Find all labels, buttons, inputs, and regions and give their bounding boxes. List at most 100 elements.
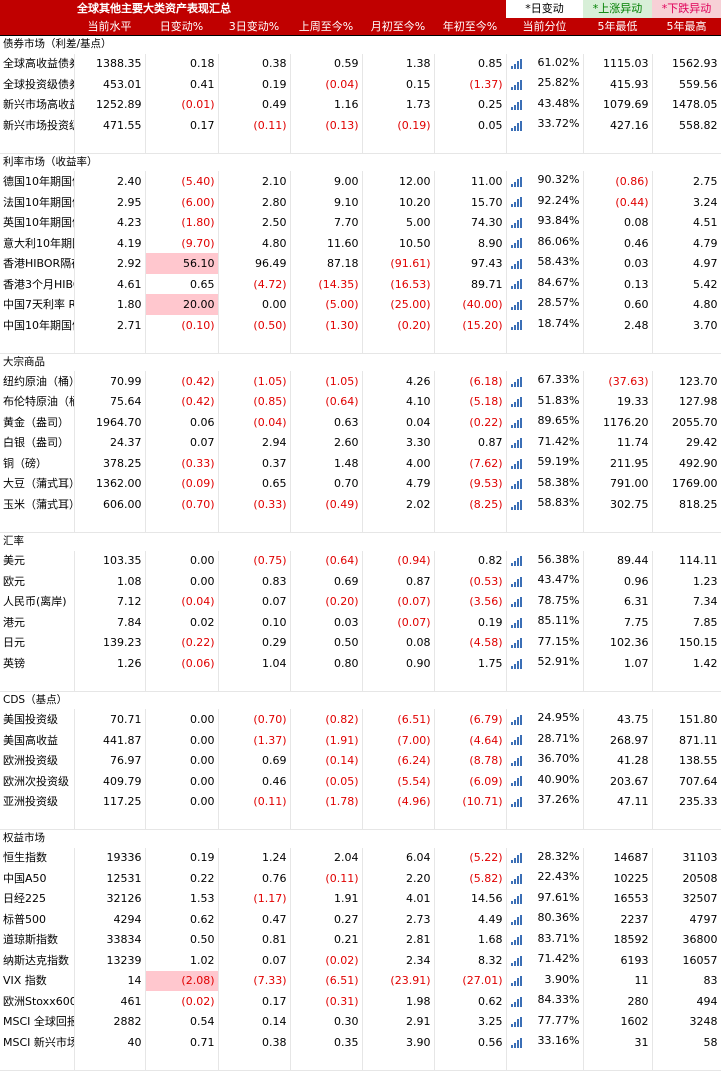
month-to-date: (91.61) <box>362 253 435 274</box>
empty-cell <box>652 811 721 831</box>
five-year-low: 43.75 <box>583 709 653 730</box>
month-to-date: (0.07) <box>362 612 435 633</box>
five-year-low: 791.00 <box>583 473 653 495</box>
asset-name: 德国10年期国债 <box>0 171 75 192</box>
five-year-high: 4797 <box>652 909 721 930</box>
three-day-change: (1.37) <box>218 729 291 751</box>
month-to-date: 10.50 <box>362 232 435 254</box>
month-to-date: 10.20 <box>362 191 435 213</box>
year-to-date: (3.56) <box>434 591 507 613</box>
percentile-cell: 33.16% <box>506 1032 584 1053</box>
week-to-date: 2.04 <box>290 847 363 869</box>
asset-name: 全球高收益债券 <box>0 53 75 75</box>
percentile-value: 40.90% <box>537 772 580 786</box>
header-5y-low: 5年最低 <box>583 17 652 36</box>
percentile-value: 18.74% <box>537 316 580 330</box>
bar-chart-icon <box>510 395 522 408</box>
daily-change: (2.08) <box>145 970 219 992</box>
daily-change: (0.02) <box>145 991 219 1012</box>
year-to-date: (6.79) <box>434 709 507 730</box>
five-year-high: 123.70 <box>652 371 721 392</box>
percentile-cell: 67.33% <box>506 371 584 392</box>
percentile-cell: 92.24% <box>506 191 584 213</box>
five-year-high: 3.24 <box>652 191 721 213</box>
current-level: 4.61 <box>74 273 146 295</box>
daily-change: 0.02 <box>145 612 219 633</box>
title-row: 全球其他主要大类资产表现汇总 *日变动 *上涨异动 *下跌异动 <box>0 0 721 18</box>
year-to-date: 1.75 <box>434 653 507 674</box>
daily-change: (0.06) <box>145 653 219 674</box>
section-title: CDS（基点） <box>0 690 721 710</box>
year-to-date: 0.56 <box>434 1032 507 1053</box>
page-title: 全球其他主要大类资产表现汇总 <box>74 0 362 18</box>
current-level: 441.87 <box>74 729 146 751</box>
month-to-date: 1.98 <box>362 991 435 1012</box>
year-to-date: 0.85 <box>434 53 507 75</box>
empty-cell <box>218 673 291 692</box>
current-level: 70.71 <box>74 709 146 730</box>
table-row: 欧元 1.08 0.00 0.83 0.69 0.87 (0.53) 43.47% 0.96 1.… <box>0 571 721 592</box>
year-to-date: (6.09) <box>434 770 507 792</box>
empty-cell <box>145 335 219 354</box>
week-to-date: (0.05) <box>290 770 363 792</box>
percentile-value: 33.16% <box>537 1034 580 1048</box>
table-row: 人民币(离岸) 7.12 (0.04) 0.07 (0.20) (0.07) (3.56) 7… <box>0 591 721 613</box>
asset-name: 新兴市场投资级 <box>0 115 75 136</box>
empty-cell <box>434 135 507 155</box>
three-day-change: 0.10 <box>218 612 291 633</box>
bar-chart-icon <box>510 119 522 131</box>
percentile-cell: 56.38% <box>506 550 584 572</box>
month-to-date: 4.79 <box>362 473 435 495</box>
bar-chart-icon <box>510 318 522 331</box>
percentile-value: 90.32% <box>537 173 580 187</box>
current-level: 4.19 <box>74 232 146 254</box>
five-year-high: 1.23 <box>652 571 721 592</box>
three-day-change: 0.69 <box>218 750 291 771</box>
daily-change: 0.00 <box>145 550 219 572</box>
five-year-high: 20508 <box>652 868 721 889</box>
five-year-high: 871.11 <box>652 729 721 751</box>
current-level: 75.64 <box>74 391 146 413</box>
year-to-date: (8.78) <box>434 750 507 771</box>
year-to-date: 0.82 <box>434 550 507 572</box>
five-year-high: 492.90 <box>652 453 721 474</box>
percentile-cell: 58.38% <box>506 473 584 495</box>
percentile-cell: 24.95% <box>506 709 584 730</box>
bar-chart-icon <box>510 713 522 725</box>
three-day-change: (0.04) <box>218 412 291 433</box>
year-to-date: 0.25 <box>434 94 507 116</box>
year-to-date: (27.01) <box>434 970 507 992</box>
daily-change: 0.00 <box>145 770 219 792</box>
table-row: 布伦特原油（桶）75.64(0.42)(0.85)(0.64)4.10(5.18… <box>0 391 721 413</box>
three-day-change: 0.14 <box>218 1011 291 1033</box>
percentile-value: 33.72% <box>537 117 580 131</box>
bar-chart-icon <box>510 933 522 946</box>
empty-cell <box>362 673 435 692</box>
three-day-change: 2.94 <box>218 432 291 454</box>
section-title: 汇率 <box>0 532 721 551</box>
current-level: 453.01 <box>74 74 146 95</box>
five-year-low: 0.60 <box>583 294 653 315</box>
week-to-date: (14.35) <box>290 273 363 295</box>
bar-chart-icon <box>510 57 522 70</box>
week-to-date: 0.35 <box>290 1032 363 1053</box>
empty-cell <box>652 1052 721 1071</box>
year-to-date: (15.20) <box>434 314 507 336</box>
daily-change: (0.04) <box>145 591 219 613</box>
current-level: 1.80 <box>74 294 146 315</box>
percentile-cell: 83.71% <box>506 929 584 951</box>
empty-cell <box>218 514 291 534</box>
month-to-date: (6.51) <box>362 709 435 730</box>
five-year-high: 151.80 <box>652 709 721 730</box>
three-day-change: (0.50) <box>218 314 291 336</box>
empty-cell <box>74 673 146 692</box>
empty-cell <box>652 673 721 692</box>
year-to-date: 0.19 <box>434 612 507 633</box>
week-to-date: (5.00) <box>290 294 363 315</box>
percentile-value: 52.91% <box>537 655 580 669</box>
empty-cell <box>506 514 584 534</box>
percentile-value: 67.33% <box>537 373 580 387</box>
percentile-cell: 58.43% <box>506 253 584 274</box>
daily-change: 1.02 <box>145 950 219 971</box>
